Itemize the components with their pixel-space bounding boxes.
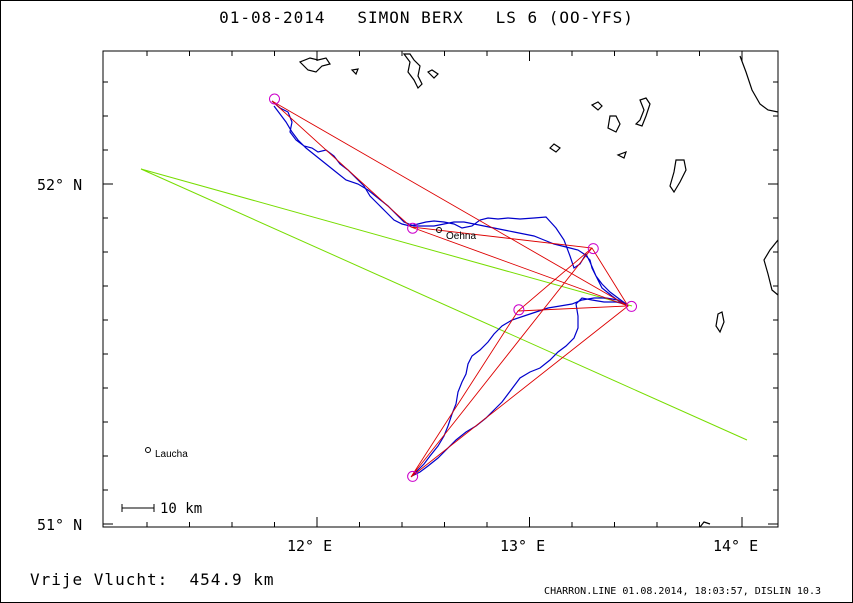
turnpoint-circle <box>269 93 280 105</box>
turnpoint-circle <box>407 222 419 234</box>
flight-label: Vrije Vlucht: <box>30 570 169 589</box>
oehna-label: Oehna <box>446 231 476 242</box>
lake-11 <box>715 311 725 334</box>
lon-label-14: 14° E <box>713 537 758 555</box>
lon-label-13: 13° E <box>500 537 545 555</box>
water-outlines <box>298 53 779 528</box>
lake-7 <box>634 97 651 127</box>
lat-label-51: 51° N <box>37 516 82 534</box>
green-line <box>140 168 748 441</box>
lat-label-52: 52° N <box>37 176 82 194</box>
flight-distance: 454.9 km <box>189 570 275 589</box>
task-lines <box>271 100 629 478</box>
coast-e <box>763 239 779 296</box>
lake-3 <box>402 53 423 90</box>
place-oehna: Oehna <box>436 227 476 242</box>
turnpoint-circle <box>407 470 419 482</box>
coast-ne <box>739 55 779 113</box>
credit-line: CHARRON.LINE 01.08.2014, 18:03:57, DISLI… <box>544 586 821 597</box>
turnpoints <box>269 93 637 482</box>
coast-se <box>699 521 711 528</box>
title-date: 01-08-2014 <box>219 8 326 27</box>
lake-4 <box>426 69 439 79</box>
lake-5 <box>590 101 603 111</box>
laucha-label: Laucha <box>155 449 188 460</box>
map-title: 01-08-2014 SIMON BERX LS 6 (OO-YFS) <box>0 8 853 27</box>
plot-frame <box>102 50 779 528</box>
flight-summary: Vrije Vlucht: 454.9 km <box>30 570 275 589</box>
scale-bar: 10 km <box>121 501 202 517</box>
lake-1 <box>298 57 331 73</box>
gps-track <box>271 100 629 477</box>
scale-bar-label: 10 km <box>160 501 202 517</box>
turnpoint-circle <box>626 300 637 312</box>
lake-8 <box>549 143 561 153</box>
turnpoint-circle <box>587 243 599 255</box>
lake-9 <box>616 150 627 159</box>
title-pilot: SIMON BERX <box>357 8 464 27</box>
lake-6 <box>607 115 621 133</box>
lake-2 <box>350 68 359 76</box>
lon-label-12: 12° E <box>287 537 332 555</box>
lake-10 <box>669 159 687 194</box>
oehna-marker <box>436 227 442 233</box>
title-glider: LS 6 (OO-YFS) <box>495 8 634 27</box>
laucha-marker <box>145 447 151 453</box>
turnpoint-circle <box>513 304 525 316</box>
place-laucha: Laucha <box>145 447 188 460</box>
axis-ticks <box>103 51 778 527</box>
